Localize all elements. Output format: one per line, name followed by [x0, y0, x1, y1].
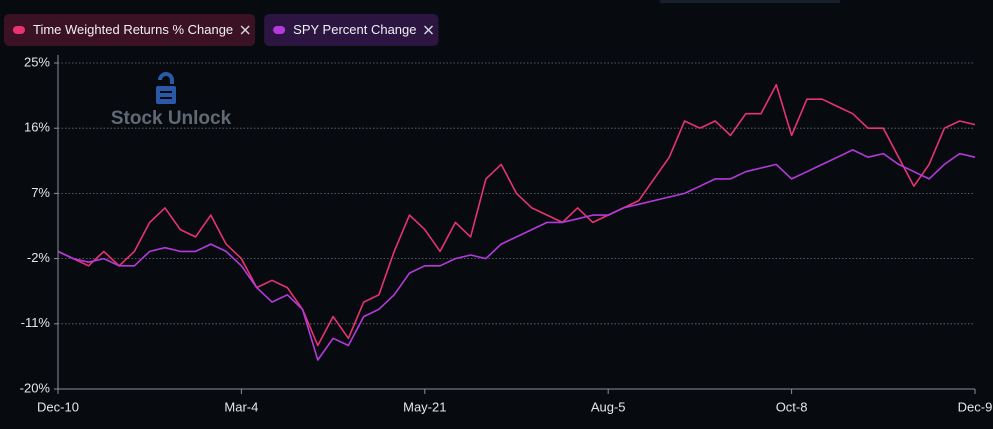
watermark-icon — [158, 72, 174, 84]
x-tick-label: Aug-5 — [591, 399, 626, 414]
y-tick-label: 25% — [24, 54, 50, 69]
x-tick-label: Dec-10 — [37, 399, 79, 414]
series-line — [57, 83, 976, 347]
y-tick-label: 16% — [24, 120, 50, 135]
x-tick-label: May-21 — [403, 399, 446, 414]
y-tick-label: -11% — [21, 315, 51, 330]
y-tick-label: -2% — [27, 250, 51, 265]
legend-item[interactable]: SPY Percent Change — [264, 14, 439, 46]
close-icon — [424, 25, 433, 35]
watermark-icon — [156, 86, 176, 104]
legend-close[interactable] — [424, 25, 433, 35]
close-icon — [240, 25, 250, 35]
legend-swatch — [273, 26, 286, 34]
legend-swatch — [13, 26, 25, 34]
x-tick-label: Dec-9 — [958, 399, 993, 414]
legend-item[interactable]: Time Weighted Returns % Change — [4, 14, 256, 46]
x-tick-label: Oct-8 — [776, 399, 808, 414]
legend-chip — [264, 14, 439, 46]
legend-chip — [4, 14, 256, 46]
y-tick-label: -20% — [20, 380, 51, 395]
top-bar — [660, 0, 840, 3]
y-tick-label: 7% — [31, 185, 50, 200]
watermark-text: Stock Unlock — [111, 108, 232, 129]
legend-label: Time Weighted Returns % Change — [33, 22, 233, 37]
series-line — [57, 149, 976, 361]
watermark-icon — [160, 91, 172, 93]
legend-close[interactable] — [240, 25, 250, 35]
x-tick-label: Mar-4 — [224, 399, 258, 414]
watermark: Stock Unlock — [111, 72, 232, 129]
watermark-icon — [160, 97, 172, 99]
legend-label: SPY Percent Change — [293, 22, 416, 37]
